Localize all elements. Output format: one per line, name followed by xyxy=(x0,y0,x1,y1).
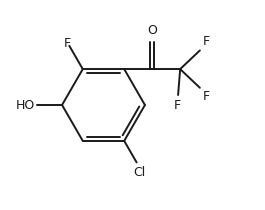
Text: F: F xyxy=(202,35,209,48)
Text: HO: HO xyxy=(16,98,35,112)
Text: F: F xyxy=(174,99,181,112)
Text: O: O xyxy=(147,24,157,37)
Text: F: F xyxy=(202,90,209,103)
Text: F: F xyxy=(64,37,71,50)
Text: Cl: Cl xyxy=(133,166,145,179)
